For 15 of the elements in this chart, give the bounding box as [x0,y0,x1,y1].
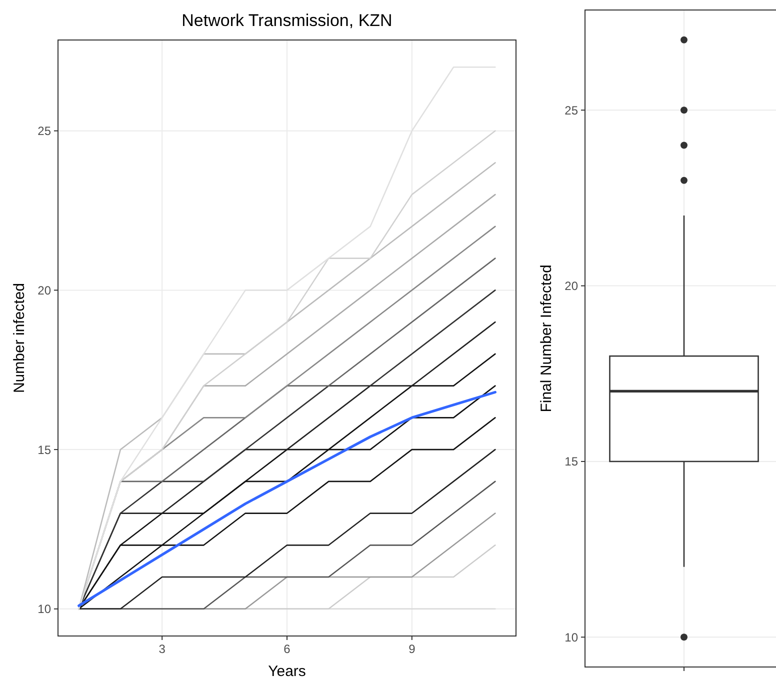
y-tick-label: 15 [564,454,578,469]
y-tick-label: 10 [38,602,52,616]
y-tick-label: 20 [564,279,578,293]
y-tick-label: 15 [38,442,52,457]
y-tick-label: 20 [38,283,52,298]
x-tick-label: 9 [408,642,416,656]
y-tick-label: 25 [38,124,52,138]
x-tick-label: 6 [284,642,291,656]
y-axis-title: Final Number Infected [538,264,555,412]
chart-title: Network Transmission, KZN [182,11,392,30]
x-tick-label: 3 [158,642,166,656]
y-axis-title: Number infected [11,282,28,394]
y-tick-label: 10 [564,630,578,644]
x-axis-title: Years [268,663,306,680]
y-tick-label: 25 [564,103,578,118]
